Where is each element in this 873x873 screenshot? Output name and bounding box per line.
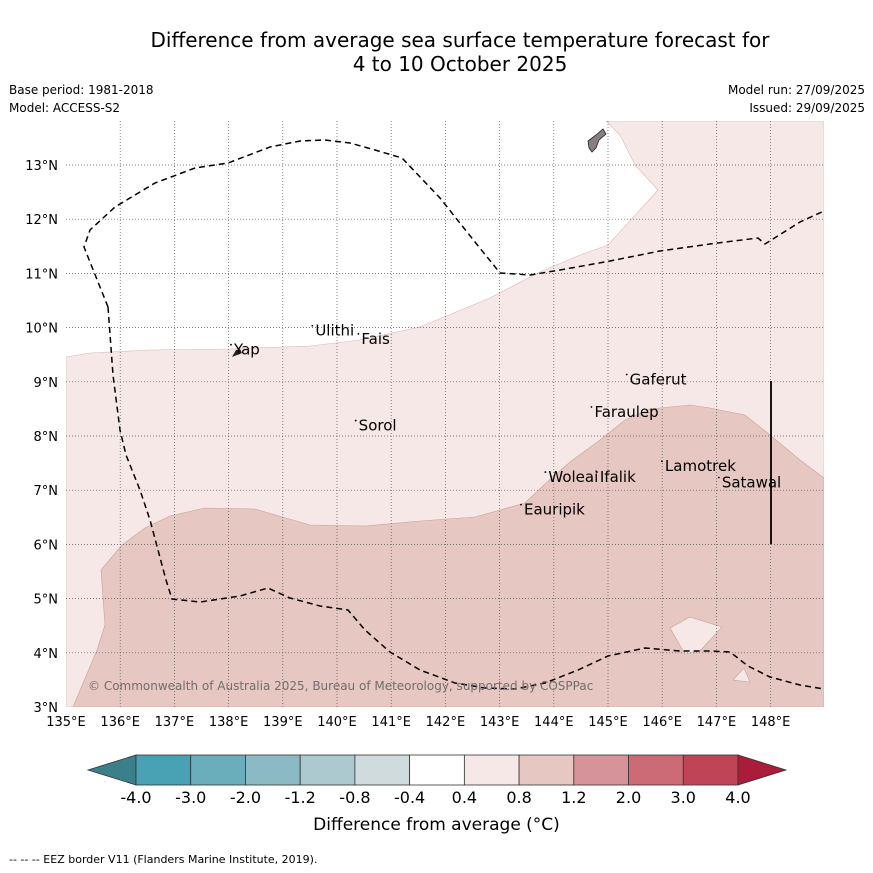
meta-right: Model run: 27/09/2025 Issued: 29/09/2025 xyxy=(728,81,865,117)
longitude-label: 143°E xyxy=(480,715,520,730)
model-name: Model: ACCESS-S2 xyxy=(9,101,121,115)
colorbar-tick-label: 0.4 xyxy=(451,788,478,807)
longitude-label: 142°E xyxy=(426,715,466,730)
colorbar-tick-label: -4.0 xyxy=(120,788,152,807)
longitude-label: 146°E xyxy=(642,715,682,730)
island-marker xyxy=(717,476,720,479)
longitude-label: 148°E xyxy=(751,715,791,730)
anomaly-hole-1 xyxy=(669,616,723,655)
place-label: Fais xyxy=(361,330,390,348)
copyright-credit: © Commonwealth of Australia 2025, Bureau… xyxy=(88,679,593,693)
yap-island xyxy=(232,349,242,357)
longitude-label: 136°E xyxy=(100,715,140,730)
latitude-label: 4°N xyxy=(34,647,59,662)
colorbar-segment xyxy=(682,754,739,786)
place-label: Faraulep xyxy=(594,403,658,421)
model-run: Model run: 27/09/2025 xyxy=(727,83,865,97)
latitude-label: 12°N xyxy=(25,213,58,228)
guam-island xyxy=(587,128,607,153)
anomaly-hole-2 xyxy=(732,667,751,683)
colorbar-segment xyxy=(463,754,520,786)
longitude-label: 137°E xyxy=(155,715,195,730)
island-marker xyxy=(357,332,360,335)
colorbar-tick-label: -3.0 xyxy=(175,788,207,807)
longitude-label: 140°E xyxy=(317,715,357,730)
colorbar-under-arrow xyxy=(86,754,137,786)
colorbar-tick-label: -2.0 xyxy=(229,788,262,807)
longitude-label: 141°E xyxy=(371,715,411,730)
latitude-label: 6°N xyxy=(34,538,59,553)
latitude-label: 5°N xyxy=(34,593,59,608)
meta-left: Base period: 1981-2018 Model: ACCESS-S2 xyxy=(9,81,154,117)
base-period: Base period: 1981-2018 xyxy=(9,83,154,97)
island-marker xyxy=(311,324,314,327)
eez-border-line xyxy=(83,139,824,308)
eez-legend-footnote: -- -- -- EEZ border V11 (Flanders Marine… xyxy=(9,853,318,866)
colorbar-segment xyxy=(518,754,575,786)
latitude-label: 8°N xyxy=(34,430,59,445)
latitude-label: 9°N xyxy=(34,376,59,391)
island-marker xyxy=(595,471,598,473)
island-marker xyxy=(590,406,593,408)
place-label: Yap xyxy=(233,341,260,359)
place-label: Satawal xyxy=(722,473,781,491)
latitude-label: 11°N xyxy=(25,267,58,282)
colorbar-tick-label: -0.8 xyxy=(339,788,371,807)
colorbar-segment xyxy=(245,754,301,786)
colorbar-segment xyxy=(628,754,684,786)
axis-labels: 135°E 136°E 137°E 138°E 139°E 140°E 141°E 142°E… xyxy=(25,159,790,730)
colorbar-segment xyxy=(299,754,356,786)
colorbar-segment xyxy=(409,754,465,786)
colorbar-segment xyxy=(135,754,192,786)
place-label: Woleai xyxy=(548,468,598,486)
island-marker xyxy=(230,343,232,346)
place-labels: Ulithi Fais Yap Gaferut Faraulep Sorol Woleai I… xyxy=(230,322,781,519)
colorbar-segment xyxy=(573,754,629,786)
place-label: Ulithi xyxy=(315,322,354,340)
island-marker xyxy=(354,419,357,422)
island-marker xyxy=(625,373,628,376)
longitude-label: 135°E xyxy=(46,715,86,730)
place-label: Eauripik xyxy=(524,501,585,519)
longitude-label: 145°E xyxy=(588,715,628,730)
latitude-label: 10°N xyxy=(25,322,58,337)
map-plot-area: Ulithi Fais Yap Gaferut Faraulep Sorol Woleai I… xyxy=(66,121,824,707)
colorbar-segment xyxy=(354,754,411,786)
longitude-label: 147°E xyxy=(697,715,737,730)
colorbar-tick-label: 3.0 xyxy=(670,788,696,807)
anomaly-region-0.8-1.2 xyxy=(72,404,824,707)
eez-border-line xyxy=(107,306,824,690)
colorbar-tick-label: -1.2 xyxy=(284,788,316,807)
colorbar-tick-label: 0.8 xyxy=(506,788,532,807)
place-label: Sorol xyxy=(359,417,397,435)
colorbar-tick-label: -0.4 xyxy=(394,788,426,807)
island-marker xyxy=(520,503,522,506)
island-marker xyxy=(661,460,663,463)
colorbar-tick-label: 4.0 xyxy=(725,788,751,807)
place-label: Lamotrek xyxy=(665,457,736,475)
island-marker xyxy=(544,471,547,473)
title-line-1: Difference from average sea surface temp… xyxy=(150,28,770,52)
latitude-label: 7°N xyxy=(34,484,59,499)
colorbar-segment xyxy=(190,754,246,786)
colorbar-tick-label: 1.2 xyxy=(561,788,587,807)
title-line-2: 4 to 10 October 2025 xyxy=(352,52,568,76)
page-title: Difference from average sea surface temp… xyxy=(0,28,873,76)
graticule xyxy=(66,121,824,707)
longitude-label: 138°E xyxy=(209,715,249,730)
colorbar xyxy=(86,754,788,786)
colorbar-title: Difference from average (°C) xyxy=(313,815,560,835)
place-label: Ifalik xyxy=(600,468,636,486)
latitude-label: 13°N xyxy=(25,159,58,174)
colorbar-tick-label: 2.0 xyxy=(615,788,642,807)
colorbar-over-arrow xyxy=(737,754,788,786)
longitude-label: 139°E xyxy=(263,715,303,730)
latitude-label: 3°N xyxy=(34,701,59,716)
issued-date: Issued: 29/09/2025 xyxy=(749,101,865,115)
longitude-label: 144°E xyxy=(534,715,574,730)
place-label: Gaferut xyxy=(630,371,687,389)
